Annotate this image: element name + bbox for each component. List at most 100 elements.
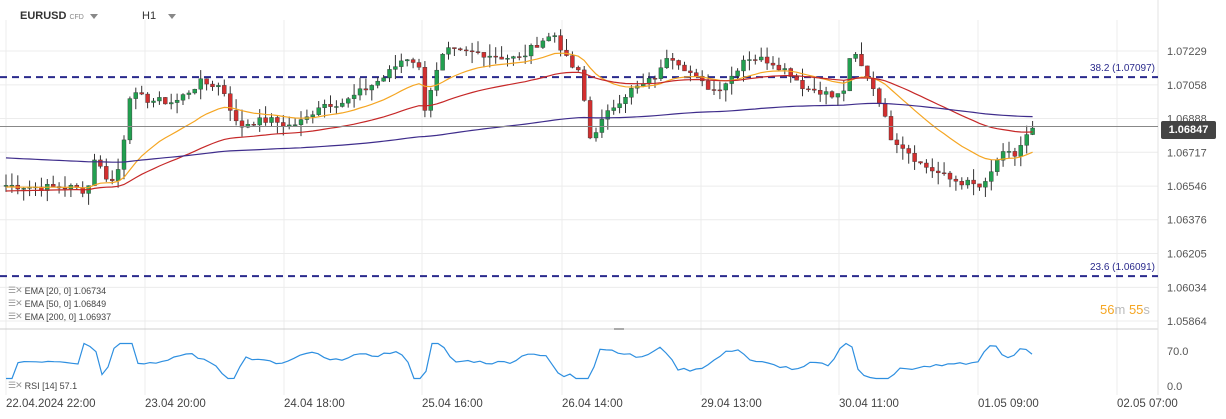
candle-body <box>759 56 764 61</box>
candle-body <box>322 104 327 108</box>
candle-body <box>700 75 705 82</box>
candle-body <box>652 78 658 80</box>
list-icon: ☰✕ <box>8 380 23 390</box>
indicator-label: EMA [200, 0] 1.06937 <box>24 311 112 322</box>
timer-seconds-unit: s <box>1143 302 1150 317</box>
candle-body <box>351 94 357 99</box>
candle-body <box>717 89 723 92</box>
candle-body <box>753 59 758 61</box>
candle-body <box>546 36 551 42</box>
candle-body <box>3 185 9 187</box>
candle-body <box>764 56 770 64</box>
candle-body <box>369 85 374 91</box>
candle-body <box>812 88 817 91</box>
candle-body <box>941 172 947 175</box>
fib-label: 23.6 (1.06091) <box>1090 262 1155 273</box>
candle-body <box>658 67 664 79</box>
ema20-line <box>5 52 1033 189</box>
candle-body <box>275 117 280 123</box>
candle-body <box>80 187 85 194</box>
list-icon: ☰✕ <box>8 298 23 308</box>
candle-body <box>829 91 835 98</box>
y-tick-label: 1.07229 <box>1167 46 1207 58</box>
candle-body <box>570 55 575 68</box>
list-icon: ☰✕ <box>8 311 23 321</box>
candle-body <box>192 88 198 94</box>
candle-body <box>281 122 286 127</box>
chevron-down-icon <box>89 13 98 19</box>
candle-body <box>847 58 852 92</box>
candle-body <box>233 110 239 122</box>
candle-body <box>1018 145 1023 157</box>
candle-body <box>770 62 776 66</box>
rsi-level-label: 0.0 <box>1167 381 1182 393</box>
candle-body <box>587 100 593 139</box>
candle-body <box>186 92 192 95</box>
y-tick-label: 1.06376 <box>1167 215 1207 227</box>
candle-body <box>936 170 941 174</box>
candle-body <box>888 116 894 141</box>
candle-body <box>947 172 953 180</box>
indicator-label: EMA [20, 0] 1.06734 <box>24 285 107 296</box>
candle-body <box>865 65 870 79</box>
candle-body <box>328 104 333 107</box>
candle-body <box>735 70 740 77</box>
candle-body <box>481 52 487 58</box>
candle-body <box>517 56 522 58</box>
candle-body <box>133 92 139 99</box>
timeframe-label: H1 <box>142 10 157 22</box>
symbol-selector[interactable]: EURUSD CFD <box>20 10 98 22</box>
candle-body <box>611 107 616 111</box>
indicator-ema200[interactable]: ☰✕ EMA [200, 0] 1.06937 <box>8 311 111 322</box>
candle-body <box>21 188 26 190</box>
x-tick-label: 30.04 11:00 <box>839 398 899 410</box>
current-price-tag: 1.06847 <box>1161 121 1216 139</box>
candle-body <box>676 60 681 66</box>
candle-body <box>558 35 563 51</box>
indicator-ema50[interactable]: ☰✕ EMA [50, 0] 1.06849 <box>8 298 106 309</box>
timeframe-selector[interactable]: H1 <box>142 10 177 22</box>
x-tick-label: 25.04 16:00 <box>422 398 483 410</box>
candle-body <box>410 59 416 63</box>
candle-body <box>776 64 782 71</box>
candle-body <box>198 78 203 90</box>
candle-body <box>806 88 811 91</box>
chevron-down-icon <box>168 13 177 19</box>
candle-body <box>298 119 304 125</box>
indicator-ema20[interactable]: ☰✕ EMA [20, 0] 1.06734 <box>8 285 106 296</box>
candle-body <box>528 45 534 57</box>
candle-body <box>464 49 469 52</box>
candle-body <box>959 181 964 186</box>
candle-body <box>924 162 929 168</box>
candle-body <box>989 171 994 182</box>
candle-body <box>918 161 923 164</box>
ema200-line <box>5 102 1033 163</box>
candle-body <box>983 181 988 188</box>
candle-body <box>953 178 959 182</box>
candle-timer: 56m 55s <box>1100 302 1150 317</box>
candle-body <box>104 166 109 180</box>
candle-body <box>340 102 345 107</box>
candle-body <box>452 47 457 49</box>
candle-body <box>582 69 587 101</box>
candle-body <box>723 83 728 91</box>
x-tick-label: 02.05 07:00 <box>1117 398 1178 410</box>
candle-body <box>292 124 298 126</box>
candle-body <box>151 100 156 103</box>
x-tick-label: 26.04 14:00 <box>562 398 623 410</box>
indicator-rsi[interactable]: ☰✕ RSI [14] 57.1 <box>8 380 77 391</box>
candle-body <box>1000 151 1006 161</box>
candle-body <box>629 87 634 98</box>
candle-body <box>399 60 404 67</box>
candle-body <box>711 89 717 91</box>
symbol-label: EURUSD <box>20 10 67 22</box>
candle-body <box>599 118 605 133</box>
candle-body <box>98 159 103 167</box>
instrument-type: CFD <box>69 14 84 21</box>
candle-body <box>475 51 481 53</box>
candle-body <box>705 80 711 90</box>
candle-body <box>906 148 911 154</box>
candle-body <box>930 167 935 172</box>
timer-minutes-unit: m <box>1114 302 1126 317</box>
